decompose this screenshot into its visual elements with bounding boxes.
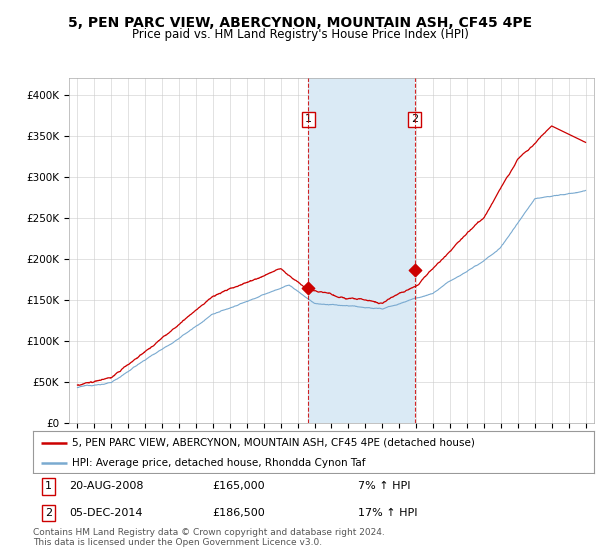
Text: 20-AUG-2008: 20-AUG-2008: [70, 482, 144, 492]
Text: 17% ↑ HPI: 17% ↑ HPI: [358, 507, 418, 517]
Text: 05-DEC-2014: 05-DEC-2014: [70, 507, 143, 517]
Point: [304, 283, 313, 292]
Text: 5, PEN PARC VIEW, ABERCYNON, MOUNTAIN ASH, CF45 4PE: 5, PEN PARC VIEW, ABERCYNON, MOUNTAIN AS…: [68, 16, 532, 30]
Text: £165,000: £165,000: [212, 482, 265, 492]
Text: 5, PEN PARC VIEW, ABERCYNON, MOUNTAIN ASH, CF45 4PE (detached house): 5, PEN PARC VIEW, ABERCYNON, MOUNTAIN AS…: [72, 438, 475, 448]
Text: 1: 1: [45, 482, 52, 492]
Point: [410, 265, 419, 274]
Text: Price paid vs. HM Land Registry's House Price Index (HPI): Price paid vs. HM Land Registry's House …: [131, 28, 469, 41]
Text: 2: 2: [45, 507, 52, 517]
Text: Contains HM Land Registry data © Crown copyright and database right 2024.
This d: Contains HM Land Registry data © Crown c…: [33, 528, 385, 547]
Text: HPI: Average price, detached house, Rhondda Cynon Taf: HPI: Average price, detached house, Rhon…: [72, 458, 366, 468]
Text: £186,500: £186,500: [212, 507, 265, 517]
Text: 7% ↑ HPI: 7% ↑ HPI: [358, 482, 411, 492]
Bar: [308, 78, 415, 423]
Text: 2: 2: [411, 114, 418, 124]
Text: 1: 1: [305, 114, 312, 124]
